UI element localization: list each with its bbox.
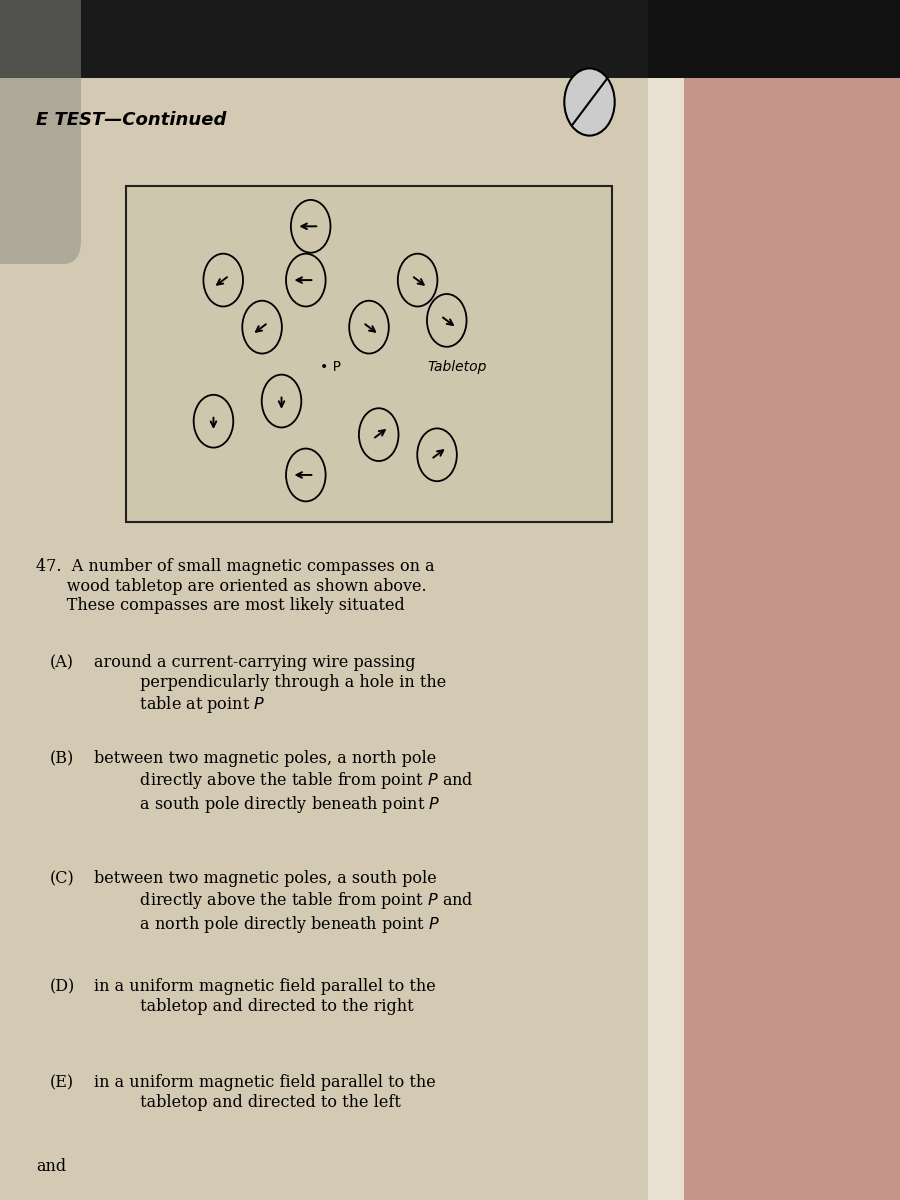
Circle shape — [564, 68, 615, 136]
Text: in a uniform magnetic field parallel to the
         tabletop and directed to th: in a uniform magnetic field parallel to … — [94, 1074, 436, 1111]
Bar — [0, 0, 648, 1200]
FancyBboxPatch shape — [0, 0, 81, 264]
Text: between two magnetic poles, a south pole
         directly above the table from : between two magnetic poles, a south pole… — [94, 870, 474, 935]
Bar — [648, 0, 900, 78]
Text: (D): (D) — [50, 978, 75, 995]
Text: in a uniform magnetic field parallel to the
         tabletop and directed to th: in a uniform magnetic field parallel to … — [94, 978, 436, 1014]
Text: (A): (A) — [50, 654, 74, 671]
Bar — [648, 0, 900, 1200]
Text: • P: • P — [320, 360, 341, 374]
Bar — [0, 0, 648, 78]
Text: and: and — [36, 1158, 66, 1175]
Text: between two magnetic poles, a north pole
         directly above the table from : between two magnetic poles, a north pole… — [94, 750, 474, 815]
Text: (E): (E) — [50, 1074, 74, 1091]
Text: Tabletop: Tabletop — [428, 360, 487, 374]
Bar — [648, 78, 684, 1200]
Text: E TEST—Continued: E TEST—Continued — [36, 110, 227, 128]
Text: (C): (C) — [50, 870, 74, 887]
Text: 47.  A number of small magnetic compasses on a
      wood tabletop are oriented : 47. A number of small magnetic compasses… — [36, 558, 435, 614]
Text: (B): (B) — [50, 750, 74, 767]
Bar — [126, 186, 612, 522]
Text: around a current-carrying wire passing
         perpendicularly through a hole i: around a current-carrying wire passing p… — [94, 654, 446, 714]
